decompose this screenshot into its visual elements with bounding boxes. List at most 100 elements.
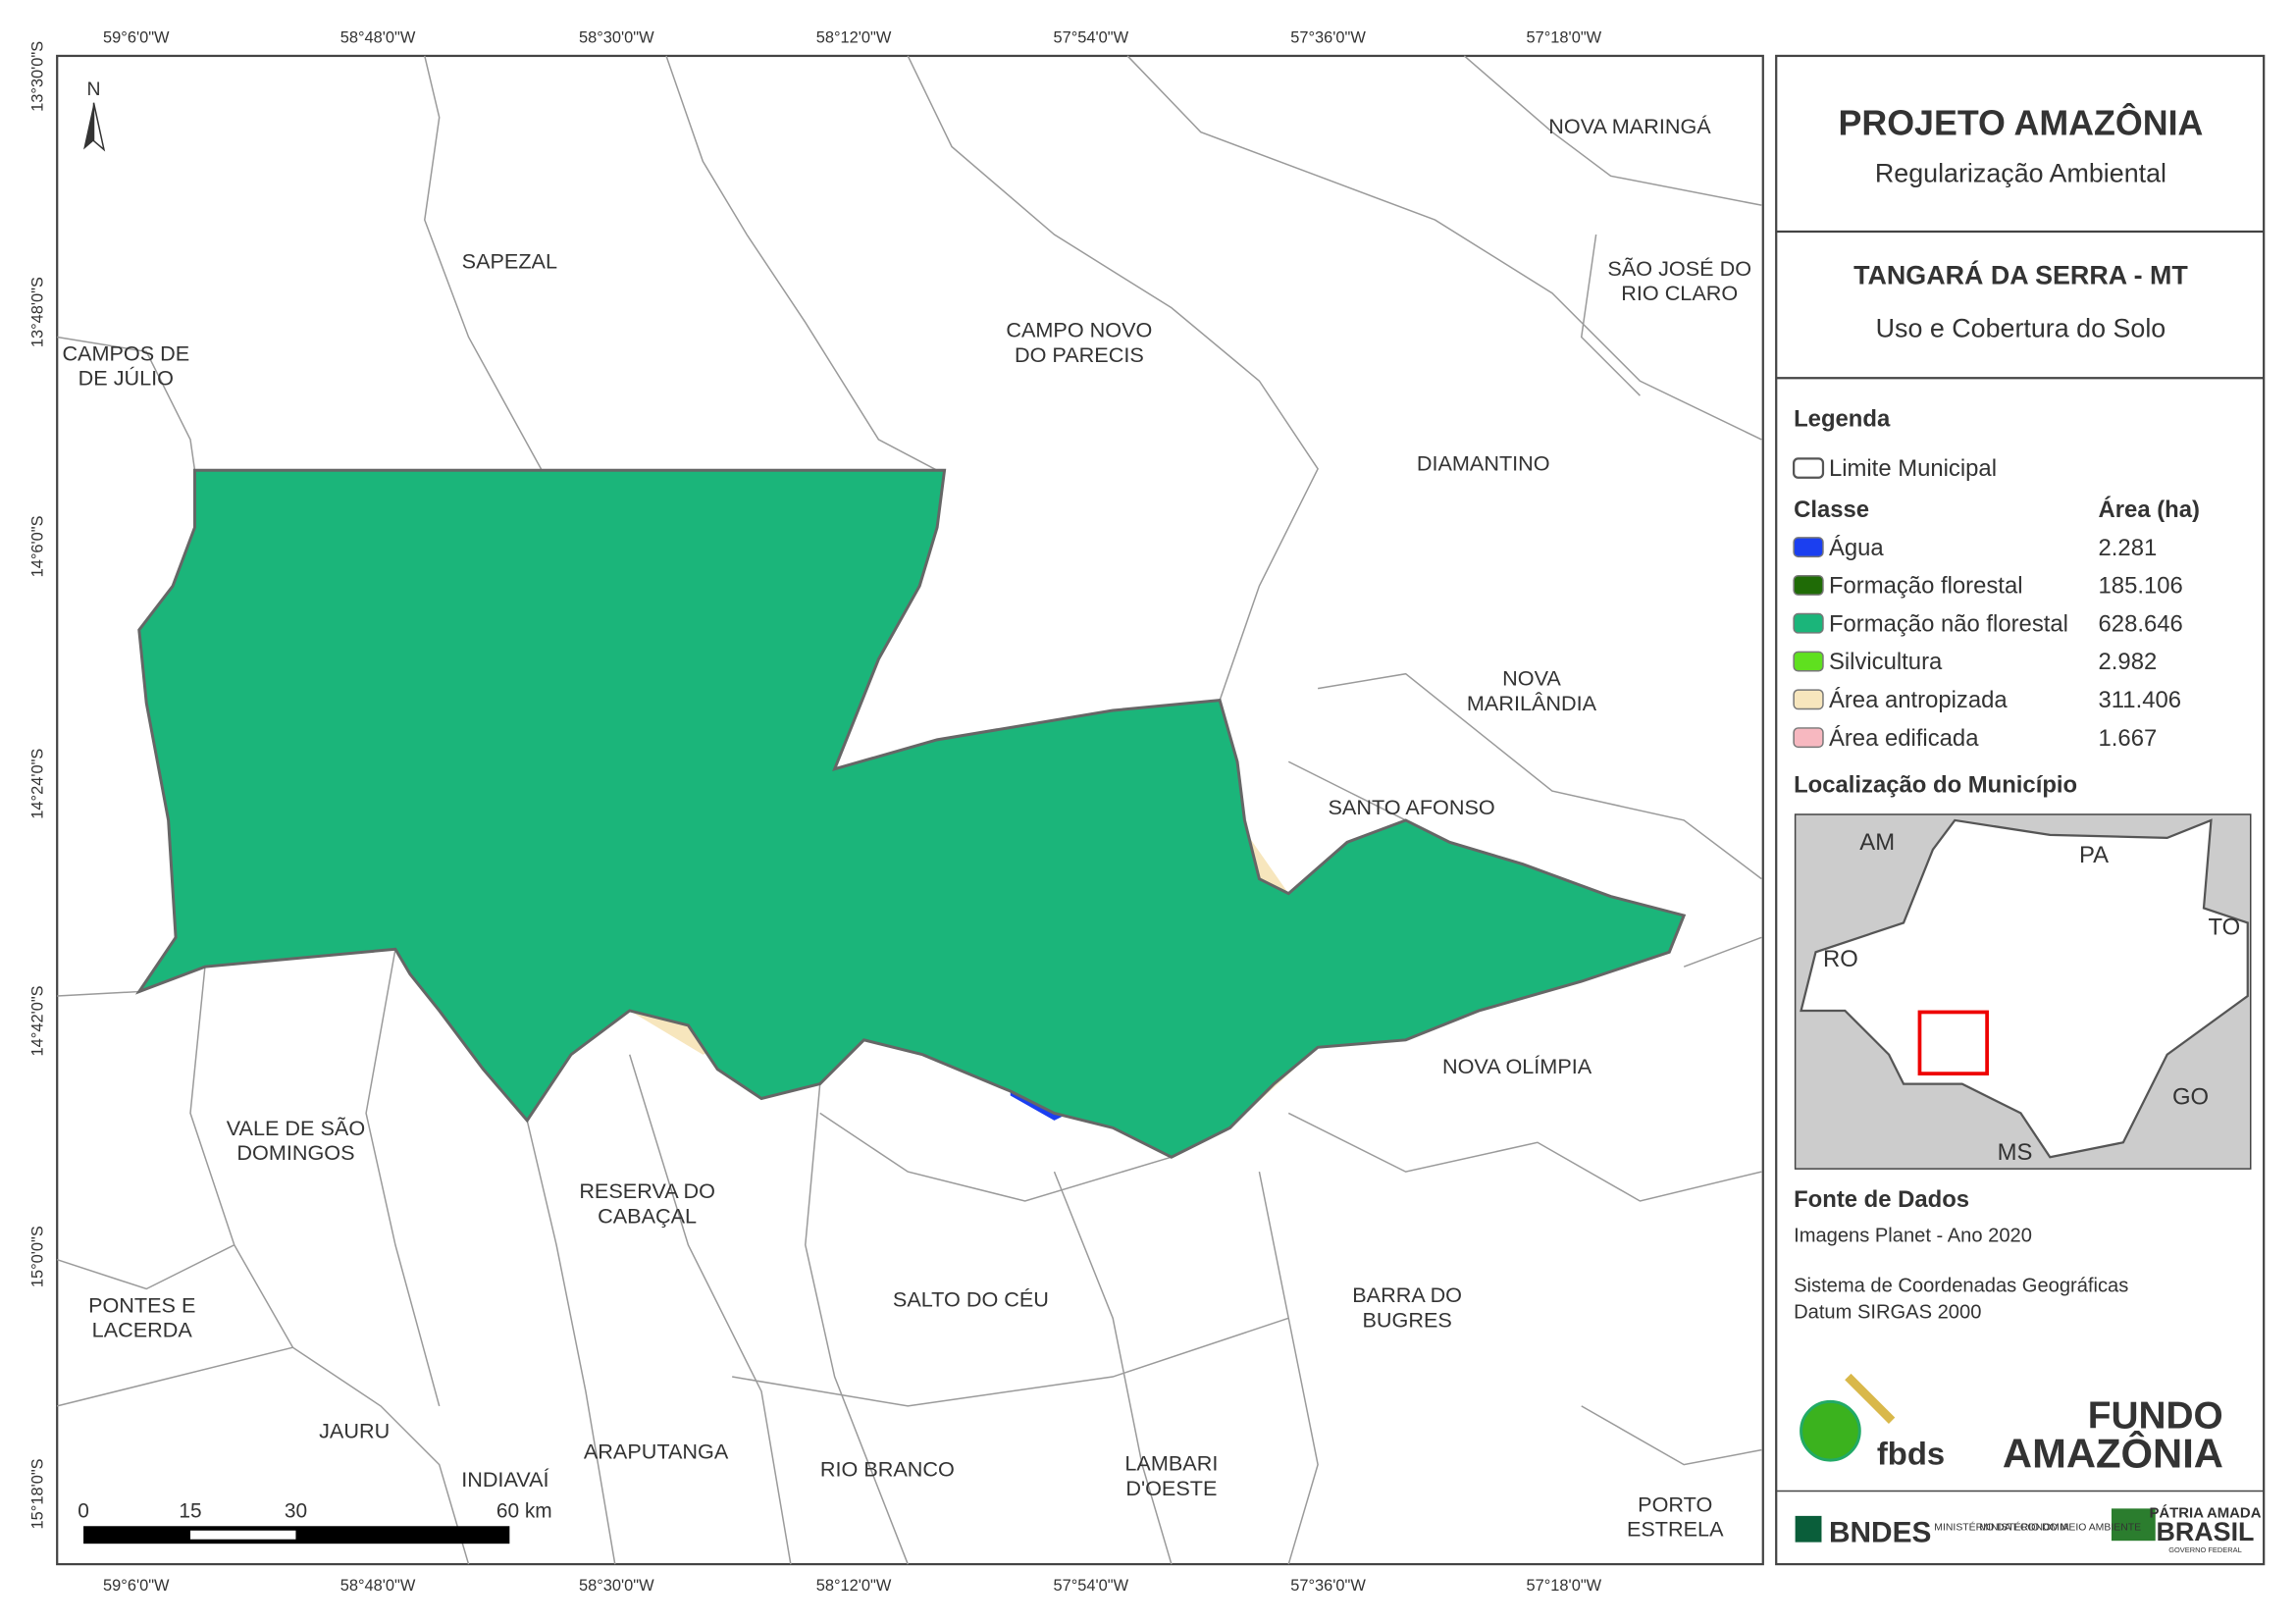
lat-label: 15°0'0"S: [28, 1226, 46, 1287]
municipality: TANGARÁ DA SERRA - MT: [1853, 260, 2188, 290]
legend-class: Área antropizada: [1829, 687, 2008, 713]
municipality-label: DE JÚLIO: [78, 366, 174, 391]
lat-label: 15°18'0"S: [28, 1458, 46, 1529]
lon-label: 57°54'0"W: [1053, 29, 1128, 47]
lon-label: 58°12'0"W: [816, 29, 892, 47]
legend-class: Formação não florestal: [1829, 610, 2068, 637]
lon-label: 57°36'0"W: [1290, 29, 1366, 47]
logo-text: BNDES: [1829, 1517, 1931, 1549]
lon-label: 57°18'0"W: [1527, 1577, 1602, 1595]
municipality-label: LAMBARI: [1124, 1451, 1218, 1476]
municipality-label: SALTO DO CÉU: [893, 1286, 1049, 1311]
source-line: Sistema de Coordenadas Geográficas: [1794, 1275, 2128, 1296]
sources-title: Fonte de Dados: [1794, 1186, 1969, 1213]
municipality-label: ARAPUTANGA: [584, 1440, 729, 1464]
legend-area: 311.406: [2099, 687, 2181, 713]
municipality-label: NOVA: [1502, 666, 1561, 691]
logo-text: MINISTÉRIO DA ECONOMIA: [1934, 1521, 2068, 1534]
legend-swatch: [1793, 727, 1824, 749]
municipality-label: CAMPOS DE: [62, 340, 189, 365]
lon-label: 57°18'0"W: [1527, 29, 1602, 47]
legend-area: 628.646: [2099, 610, 2183, 637]
municipality-label: RIO BRANCO: [820, 1457, 955, 1482]
state-label: MS: [1998, 1139, 2033, 1166]
logo-text: GOVERNO FEDERAL: [2168, 1545, 2242, 1554]
logo-text: PÁTRIA AMADA: [2149, 1504, 2261, 1521]
municipality-label: JAURU: [319, 1419, 390, 1443]
lat-label: 13°30'0"S: [28, 41, 46, 112]
municipality-label: VALE DE SÃO: [227, 1116, 365, 1140]
side-panel: [1775, 54, 2266, 1566]
lat-label: 14°42'0"S: [28, 985, 46, 1056]
lon-label: 58°48'0"W: [340, 1577, 416, 1595]
municipality-label: BARRA DO: [1352, 1283, 1462, 1307]
state-label: TO: [2209, 914, 2241, 940]
logo-text: FUNDO: [2088, 1394, 2223, 1437]
scale-label: 60 km: [496, 1499, 552, 1522]
subtitle: Regularização Ambiental: [1875, 158, 2166, 187]
legend-class: Área edificada: [1829, 725, 1979, 752]
area-header: Área (ha): [2099, 496, 2200, 523]
lat-label: 13°48'0"S: [28, 277, 46, 347]
state-label: PA: [2079, 842, 2109, 868]
lat-label: 14°6'0"S: [28, 515, 46, 577]
scale-label: 30: [285, 1499, 307, 1522]
legend-area: 2.982: [2099, 649, 2158, 675]
municipality-label: INDIAVAÍ: [461, 1467, 548, 1492]
legend-class: Água: [1829, 535, 1884, 561]
municipality-label: PORTO: [1638, 1492, 1712, 1516]
legend-boundary: Limite Municipal: [1829, 455, 1997, 482]
lon-label: 58°48'0"W: [340, 29, 416, 47]
state-label: AM: [1859, 829, 1895, 856]
legend-swatch: [1793, 689, 1824, 710]
municipality-label: DIAMANTINO: [1417, 450, 1550, 475]
legend-swatch: [1793, 537, 1824, 558]
municipality-label: DOMINGOS: [236, 1140, 354, 1165]
legend-area: 1.667: [2099, 725, 2158, 752]
class-header: Classe: [1794, 497, 1869, 523]
scale-bar: [83, 1526, 510, 1544]
logo-text: BRASIL: [2156, 1517, 2254, 1546]
legend-swatch: [1793, 651, 1824, 672]
lon-label: 57°54'0"W: [1053, 1577, 1128, 1595]
lon-label: 58°30'0"W: [579, 1577, 654, 1595]
municipality-label: CABAÇAL: [598, 1203, 697, 1228]
municipality-label: DO PARECIS: [1015, 342, 1144, 367]
municipality-label: LACERDA: [92, 1318, 193, 1342]
legend-swatch: [1793, 574, 1824, 596]
lon-label: 58°12'0"W: [816, 1577, 892, 1595]
legend-class: Silvicultura: [1829, 649, 1943, 675]
state-label: RO: [1823, 946, 1858, 972]
municipality-label: SAPEZAL: [462, 248, 557, 273]
location-title: Localização do Município: [1794, 772, 2077, 799]
municipality-label: RESERVA DO: [579, 1178, 715, 1203]
municipality-label: NOVA OLÍMPIA: [1442, 1054, 1592, 1078]
lon-label: 58°30'0"W: [579, 29, 654, 47]
municipality-label: MARILÂNDIA: [1467, 691, 1597, 715]
municipality-label: ESTRELA: [1627, 1517, 1724, 1542]
scale-label: 0: [78, 1499, 89, 1522]
municipality-label: RIO CLARO: [1621, 281, 1738, 305]
legend-area: 2.281: [2099, 535, 2158, 561]
lon-label: 57°36'0"W: [1290, 1577, 1366, 1595]
title: PROJETO AMAZÔNIA: [1838, 104, 2203, 143]
municipality-label: NOVA MARINGÁ: [1548, 114, 1711, 138]
north-label: N: [87, 79, 101, 100]
scale-label: 15: [179, 1499, 201, 1522]
municipality-label: SANTO AFONSO: [1329, 795, 1495, 819]
source-line: Datum SIRGAS 2000: [1794, 1301, 1981, 1323]
municipality-label: SÃO JOSÉ DO: [1607, 256, 1751, 281]
municipality-label: PONTES E: [88, 1292, 195, 1317]
logo-text: MINISTÉRIO DO MEIO AMBIENTE: [1979, 1521, 2141, 1534]
municipality-label: D'OESTE: [1125, 1476, 1217, 1500]
theme: Uso e Cobertura do Solo: [1876, 313, 2166, 342]
logo-text: AMAZÔNIA: [2003, 1430, 2223, 1477]
lon-label: 59°6'0"W: [103, 1577, 170, 1595]
source-line: Imagens Planet - Ano 2020: [1794, 1226, 2032, 1247]
legend-class: Formação florestal: [1829, 573, 2023, 600]
municipality-label: BUGRES: [1362, 1307, 1451, 1332]
legend-swatch: [1793, 612, 1824, 634]
legend-area: 185.106: [2099, 573, 2183, 600]
